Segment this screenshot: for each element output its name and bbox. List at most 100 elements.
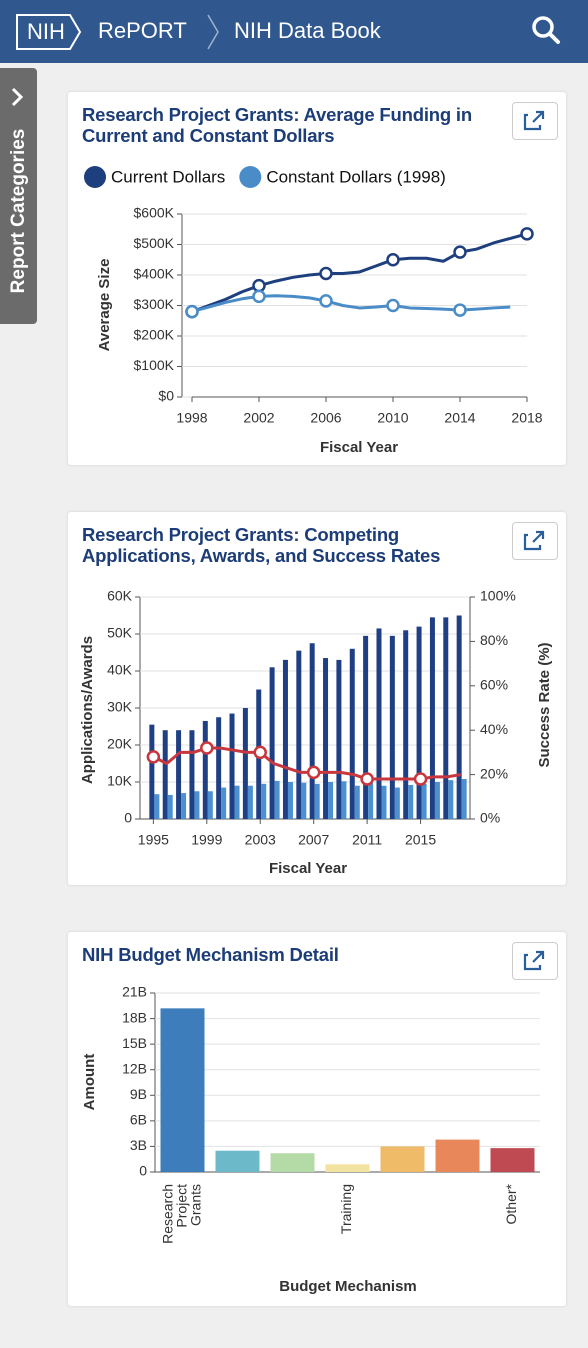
bar xyxy=(242,708,248,819)
x-tick-label: 2011 xyxy=(352,832,382,848)
bar xyxy=(368,782,374,819)
y-tick-label: 60K xyxy=(107,588,133,604)
bar xyxy=(323,658,329,819)
y-tick-label: 50K xyxy=(107,625,133,641)
bar xyxy=(403,630,409,819)
point-marker xyxy=(319,266,333,281)
search-icon[interactable] xyxy=(532,16,560,44)
point-marker xyxy=(252,278,266,293)
y-tick-label: 40% xyxy=(480,721,508,737)
bar xyxy=(189,730,195,819)
bar xyxy=(448,780,454,819)
x-tick-label: 2010 xyxy=(377,410,408,426)
legend-swatch xyxy=(239,166,262,188)
chart-card: NIH Budget Mechanism Detail xyxy=(68,932,566,1306)
x-tick-label: 2018 xyxy=(511,410,542,426)
y-tick-label: 30K xyxy=(107,699,133,715)
point-marker xyxy=(386,298,400,313)
bar xyxy=(443,617,449,819)
bar xyxy=(261,783,267,819)
open-external[interactable] xyxy=(512,942,558,980)
header-graphics: NIH RePORT NIH Data Book xyxy=(16,14,560,50)
y-tick-label: 9B xyxy=(130,1086,147,1102)
bar xyxy=(216,717,222,819)
axis-title: Fiscal Year xyxy=(269,860,347,877)
bar xyxy=(282,659,288,819)
y-tick-label: 3B xyxy=(130,1137,147,1153)
site-name[interactable]: RePORT xyxy=(98,18,187,43)
axis-title: Amount xyxy=(81,1054,98,1111)
axis-title: Budget Mechanism xyxy=(279,1278,417,1295)
y-tick-label: 6B xyxy=(130,1112,147,1128)
y-tick-label: 10K xyxy=(107,773,133,789)
logo[interactable]: NIH xyxy=(27,19,65,44)
bar xyxy=(461,779,467,819)
bar xyxy=(301,782,307,819)
y-tick-label: $100K xyxy=(134,357,175,373)
bar xyxy=(336,659,342,819)
point-marker xyxy=(252,289,266,304)
axis-title: Fiscal Year xyxy=(320,439,398,456)
y-tick-label: 60% xyxy=(480,677,508,693)
bar xyxy=(229,713,235,819)
y-tick-label: 21B xyxy=(122,984,147,1000)
series-line xyxy=(191,232,528,314)
bar xyxy=(247,785,253,819)
chart-title: NIH Budget Mechanism Detail xyxy=(82,944,339,965)
bar xyxy=(207,791,213,819)
external-icon xyxy=(523,950,545,971)
x-tick-label: 1995 xyxy=(138,832,169,848)
open-external[interactable] xyxy=(512,522,558,560)
bar xyxy=(162,730,168,819)
bar xyxy=(394,787,400,819)
legend-label: Constant Dollars (1998) xyxy=(266,167,446,186)
header: NIH RePORT NIH Data Book xyxy=(0,0,588,63)
bar xyxy=(269,667,275,819)
y-tick-label: $600K xyxy=(134,205,175,221)
bar xyxy=(434,782,440,819)
bar xyxy=(149,724,155,819)
point-marker xyxy=(146,750,161,764)
external-icon xyxy=(523,530,545,551)
bar xyxy=(389,635,395,819)
y-tick-label: 0 xyxy=(124,810,132,826)
bar xyxy=(309,643,315,819)
point-marker xyxy=(319,294,333,308)
bar xyxy=(167,794,173,819)
bar xyxy=(363,635,369,819)
x-tick-label: Other* xyxy=(503,1183,519,1224)
y-tick-label: $200K xyxy=(134,327,175,343)
x-tick-label: 2006 xyxy=(310,410,341,426)
bar xyxy=(354,785,360,819)
bar xyxy=(215,1150,260,1172)
bar xyxy=(202,720,208,819)
chart-card: Research Project Grants: Average Funding… xyxy=(68,92,566,465)
bar xyxy=(421,783,427,819)
bar xyxy=(234,785,240,819)
bar xyxy=(490,1148,535,1172)
point-marker xyxy=(453,303,467,317)
axis-title: Success Rate (%) xyxy=(536,642,553,767)
x-tick-label: 2002 xyxy=(243,410,274,426)
sidebar-graphics: Report Categories xyxy=(8,87,29,294)
y-tick-label: 80% xyxy=(480,632,508,648)
point-marker xyxy=(386,253,400,267)
y-tick-label: 0% xyxy=(480,810,500,826)
open-external[interactable] xyxy=(512,102,558,140)
point-marker xyxy=(360,772,374,786)
bar xyxy=(221,787,227,819)
y-tick-label: $400K xyxy=(134,266,175,282)
bar xyxy=(287,782,293,819)
sidebar-label[interactable]: Report Categories xyxy=(8,129,29,294)
y-tick-label: 15B xyxy=(122,1035,147,1051)
y-tick-label: 40K xyxy=(107,662,133,678)
y-tick-label: $500K xyxy=(134,235,175,251)
legend-swatch xyxy=(84,166,106,188)
bar xyxy=(376,628,382,819)
bar xyxy=(194,791,200,819)
sidebar-tab[interactable]: Report Categories xyxy=(0,68,37,324)
external-icon xyxy=(523,110,545,131)
chart-title: Research Project Grants: Competing Appli… xyxy=(82,524,441,566)
chart-card: Research Project Grants: Competing Appli… xyxy=(68,512,566,885)
